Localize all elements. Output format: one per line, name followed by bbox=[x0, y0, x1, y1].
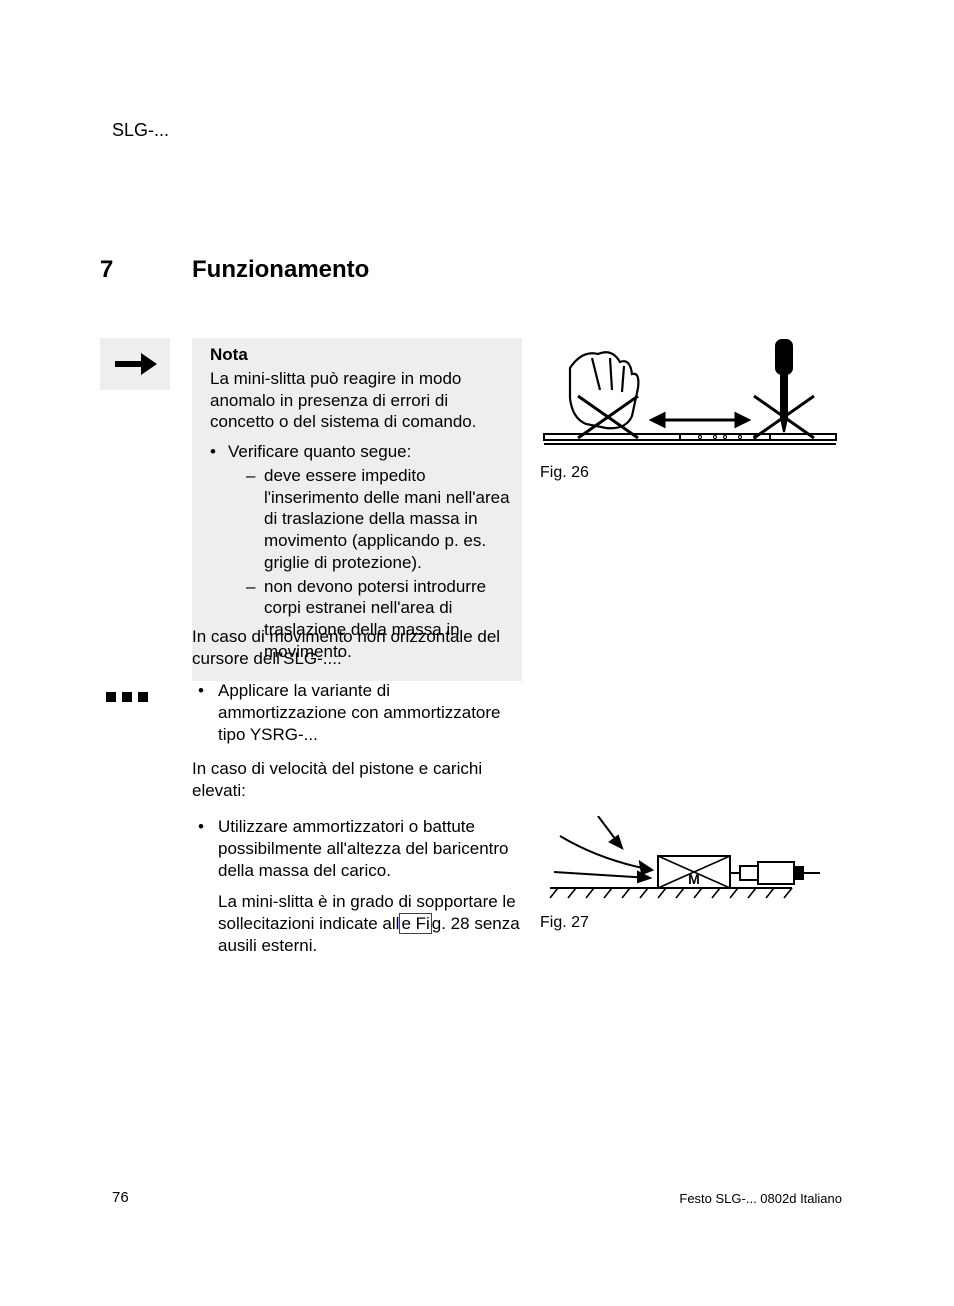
body-bullet-2: Utilizzare ammortizzatori o battute poss… bbox=[192, 816, 522, 881]
figure-27-mass-label: M bbox=[688, 871, 700, 887]
note-arrow-icon bbox=[100, 338, 170, 390]
section-title: Funzionamento bbox=[192, 256, 369, 284]
page: SLG-... 7 Funzionamento Nota La mini-sli… bbox=[0, 0, 954, 1306]
note-dash-1: deve essere impedito l'inserimento delle… bbox=[246, 465, 512, 574]
dots-icon bbox=[100, 692, 192, 702]
figure-26 bbox=[540, 338, 840, 461]
body-para-2: In caso di velocità del pistone e carich… bbox=[192, 758, 522, 802]
header-product: SLG-... bbox=[112, 120, 169, 141]
figure-26-caption: Fig. 26 bbox=[540, 464, 840, 482]
note-bullet-text: Verificare quanto segue: bbox=[228, 442, 411, 461]
section-heading: 7 Funzionamento bbox=[100, 256, 369, 284]
footer-text: Festo SLG-... 0802d Italiano bbox=[679, 1191, 842, 1206]
note-intro: La mini-slitta può reagire in modo anoma… bbox=[210, 368, 512, 433]
figure-27: M bbox=[540, 816, 840, 913]
note-title: Nota bbox=[210, 344, 512, 366]
bullet-block-2: Utilizzare ammortizzatori o battute poss… bbox=[192, 816, 522, 957]
body-bullet-1: Applicare la variante di ammortizzazione… bbox=[192, 680, 522, 745]
section-number: 7 bbox=[100, 256, 192, 284]
body-para-1: In caso di movimento non orizzontale del… bbox=[192, 626, 522, 670]
figure-reference-link[interactable]: e Fi bbox=[399, 913, 431, 934]
page-number: 76 bbox=[112, 1189, 129, 1206]
bullet-block-1: Applicare la variante di ammortizzazione… bbox=[192, 680, 522, 747]
body-indent-para: La mini-slitta è in grado di sopportare … bbox=[192, 891, 522, 956]
figure-27-caption: Fig. 27 bbox=[540, 914, 840, 932]
